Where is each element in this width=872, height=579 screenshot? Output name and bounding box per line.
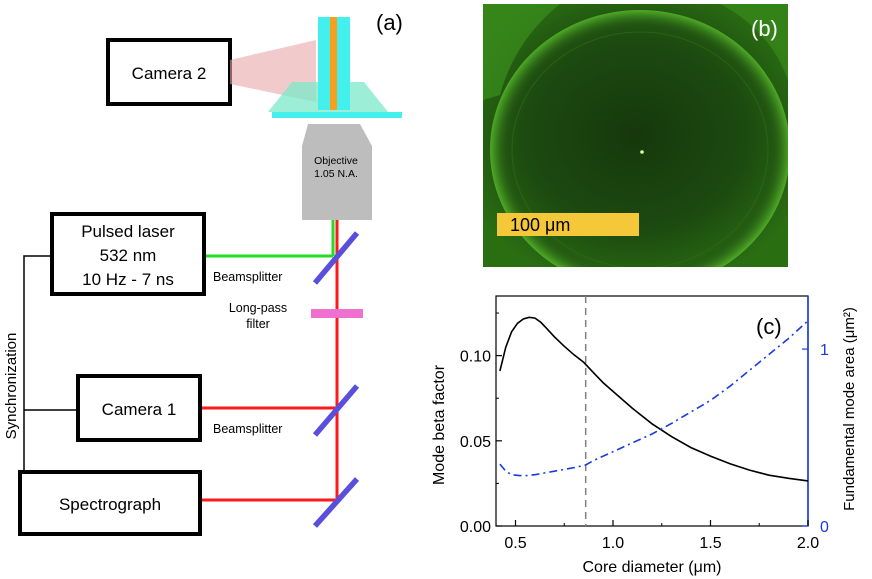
longpass-filter — [311, 309, 363, 318]
scalebar — [497, 213, 639, 236]
longpass-label-line2: filter — [246, 317, 270, 331]
panel-c-chart: (c) Core diameter (μm) Mode beta factor … — [431, 295, 858, 576]
objective-lens — [302, 124, 372, 220]
y2-axis-label: Fundamental mode area (μm²) — [841, 307, 858, 511]
panel-a-schematic: (a) Camera 2 Objective 1.05 N.A. Pulsed … — [3, 10, 403, 536]
micrograph-corner-glow-right — [720, 4, 788, 80]
sample-stage-plate — [272, 112, 402, 118]
x-axis-label: Core diameter (μm) — [582, 559, 721, 576]
camera2-label: Camera 2 — [132, 64, 207, 83]
spectrograph-label: Spectrograph — [59, 495, 161, 514]
y-tick-label: 0.05 — [460, 434, 491, 451]
synchronization-label: Synchronization — [3, 333, 20, 440]
laser-label-line3: 10 Hz - 7 ns — [82, 270, 174, 289]
x-tick-label: 1.0 — [602, 535, 624, 552]
camera1-label: Camera 1 — [102, 400, 177, 419]
sync-wire-main — [23, 255, 52, 472]
scalebar-label: 100 μm — [510, 215, 570, 235]
camera2-box — [106, 38, 232, 106]
beamsplitter-top-label: Beamsplitter — [213, 270, 282, 284]
camera1-box — [76, 374, 202, 442]
beamsplitter-top — [312, 231, 360, 285]
y2-tick-label: 0 — [820, 519, 829, 536]
fiber-core — [330, 17, 337, 110]
objective-label-line1: Objective — [314, 155, 358, 167]
beamsplitter-middle — [312, 384, 360, 437]
beta-factor-series — [499, 316, 809, 482]
laser-label-line2: 532 nm — [100, 246, 157, 265]
spectrograph-box — [18, 470, 202, 536]
mirror-bottom — [312, 477, 360, 528]
laser-label-line1: Pulsed laser — [81, 222, 175, 241]
panel-a-label: (a) — [376, 10, 403, 35]
x-tick-label: 0.5 — [504, 535, 526, 552]
y2-tick-label: 1 — [820, 342, 829, 359]
panel-b-micrograph: (b) 100 μm — [483, 4, 788, 267]
micrograph-rim — [490, 10, 788, 267]
panel-c-label: (c) — [756, 314, 782, 339]
x-tick-label: 1.5 — [699, 535, 721, 552]
y-tick-label: 0.10 — [460, 349, 491, 366]
micrograph-corner-glow — [483, 4, 560, 100]
objective-label-line2: 1.05 N.A. — [314, 168, 358, 180]
y-axis-label: Mode beta factor — [431, 364, 448, 485]
pulsed-laser-box — [50, 212, 206, 296]
mode-area-series — [499, 320, 809, 477]
panel-b-label: (b) — [751, 16, 778, 41]
micrograph-inner-ring — [511, 31, 769, 267]
x-tick-label: 2.0 — [797, 535, 819, 552]
beamsplitter-middle-label: Beamsplitter — [213, 422, 282, 436]
y-tick-label: 0.00 — [460, 519, 491, 536]
cavity-emission-spot — [640, 150, 644, 154]
longpass-label-line1: Long-pass — [229, 301, 287, 315]
